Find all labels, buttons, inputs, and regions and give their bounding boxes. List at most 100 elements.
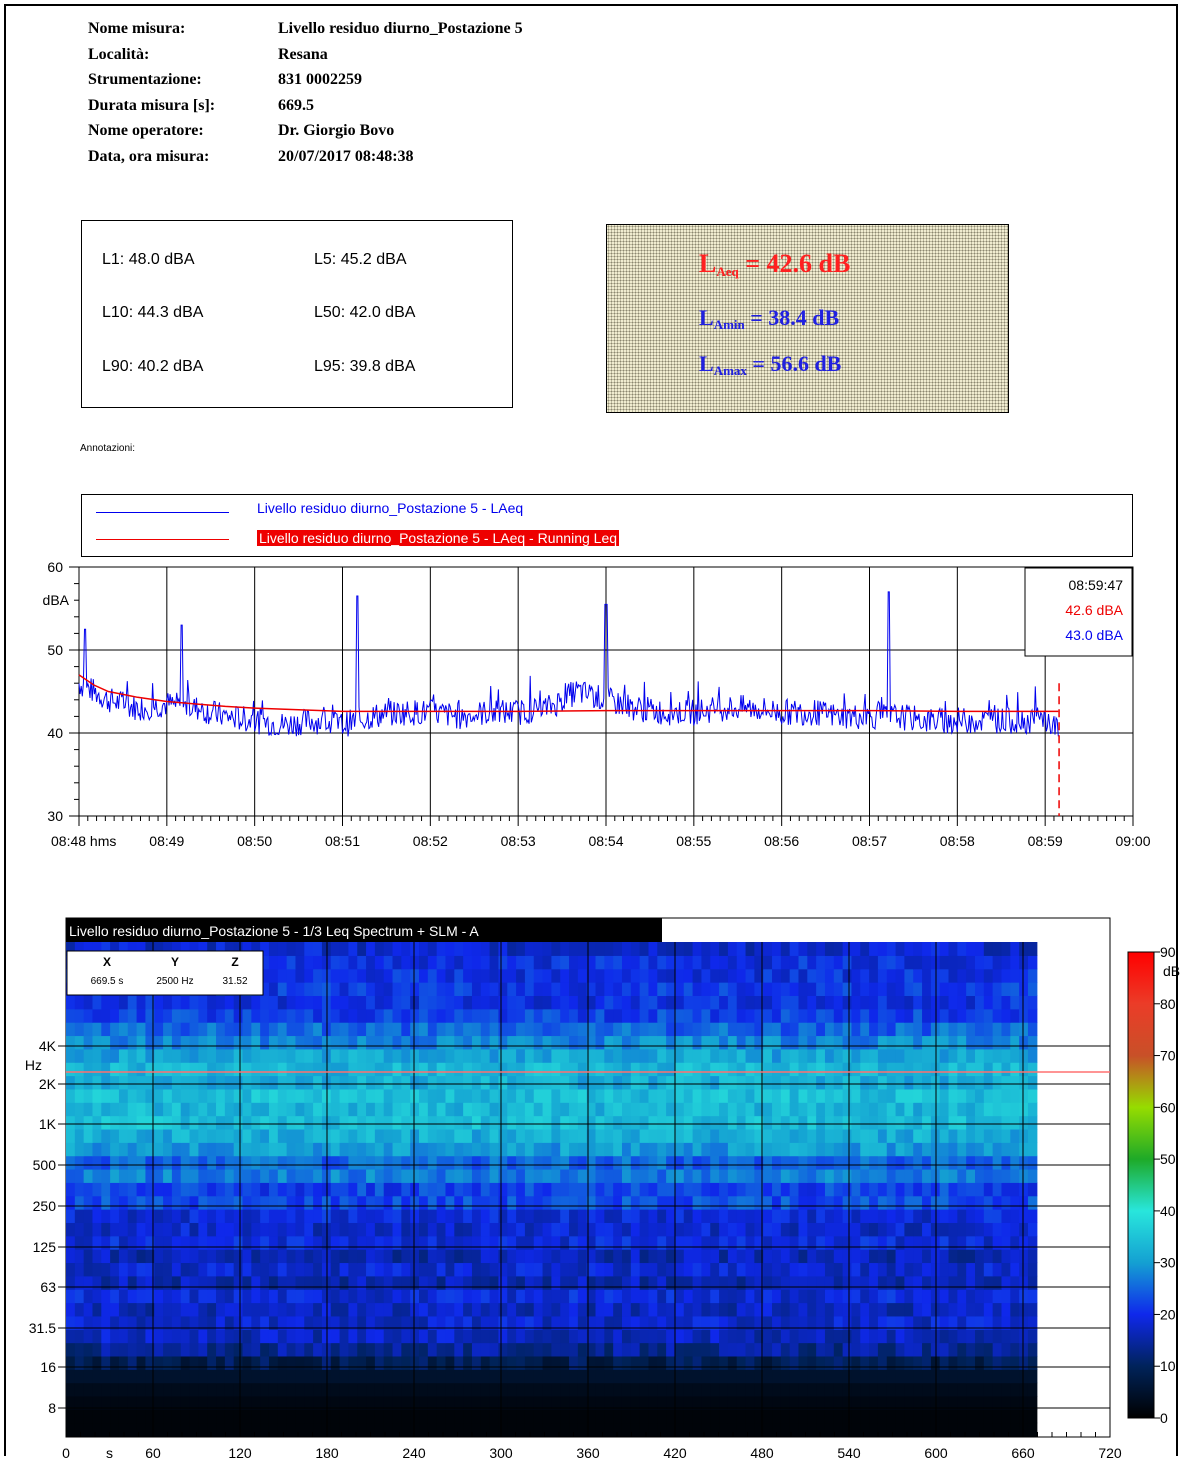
spectrogram-cell <box>419 1355 429 1370</box>
spectrogram-cell <box>613 955 623 970</box>
spectrogram-cell <box>983 1155 994 1170</box>
spectrogram-cell <box>630 1369 641 1384</box>
spectrogram-cell <box>516 1035 526 1050</box>
spectrogram-cell <box>1010 1142 1020 1157</box>
spectrogram-cell <box>560 942 570 956</box>
spectrogram-cell <box>957 1235 967 1250</box>
spectrogram-cell <box>763 1329 773 1344</box>
spectrogram-cell <box>66 1195 76 1210</box>
spectrogram-cell <box>383 1409 394 1424</box>
spectrogram-cell <box>807 1048 817 1063</box>
spectrogram-cell <box>701 1395 711 1410</box>
spectrogram-cell <box>577 1342 588 1357</box>
spectrogram-cell <box>92 942 102 956</box>
cursor-axis-value: 31.52 <box>222 976 247 987</box>
spectrogram-cell <box>701 1355 711 1370</box>
spectrogram-cell <box>824 1075 835 1090</box>
spectrogram-cell <box>1010 1035 1020 1050</box>
spectrogram-cell <box>983 1182 994 1197</box>
spectrogram-cell <box>948 1102 958 1117</box>
spectrogram-cell <box>127 1355 138 1370</box>
spectrogram-cell <box>745 1008 755 1023</box>
spectrogram-cell <box>613 1302 623 1317</box>
spectrogram-cell <box>101 1142 111 1157</box>
spectrogram-cell <box>498 1302 508 1317</box>
spectrogram-cell <box>772 1422 782 1437</box>
spectrogram-cell <box>277 1342 288 1357</box>
spectrogram-cell <box>489 1342 500 1357</box>
spectrogram-cell <box>524 1249 535 1264</box>
spectrogram-cell <box>604 1075 614 1090</box>
spectrogram-cell <box>198 1182 208 1197</box>
spectrogram-cell <box>189 1048 199 1063</box>
spectrogram-cell <box>595 1235 605 1250</box>
spectrogram-cell <box>1019 1195 1029 1210</box>
spectrogram-cell <box>639 1168 650 1183</box>
spectrogram-cell <box>639 1315 650 1330</box>
spectrogram-cell <box>789 1235 800 1250</box>
spectrogram-cell <box>701 1275 711 1290</box>
spectrogram-cell <box>957 1195 967 1210</box>
spectrogram-cell <box>74 1235 85 1250</box>
spectrogram-cell <box>171 942 182 956</box>
spectrogram-cell <box>895 1262 905 1277</box>
spectrogram-cell <box>780 995 791 1010</box>
spectrogram-cell <box>710 1195 720 1210</box>
spectrogram-cell <box>904 942 914 956</box>
spectrogram-cell <box>524 1235 535 1250</box>
spectrogram-cell <box>207 1115 217 1130</box>
spectrogram-cell <box>374 942 385 956</box>
spectrogram-cell <box>1001 955 1011 970</box>
spectrogram-cell <box>569 1195 579 1210</box>
spectrogram-cell <box>824 1342 835 1357</box>
spectrogram-cell <box>833 1088 844 1103</box>
spectrogram-cell <box>957 1302 967 1317</box>
spectrogram-cell <box>789 1168 800 1183</box>
spectrogram-cell <box>948 1008 958 1023</box>
spectrogram-cell <box>727 1275 738 1290</box>
spectrogram-cell <box>524 1142 535 1157</box>
spectrogram-cell <box>975 1235 985 1250</box>
spectrogram-cell <box>233 1035 244 1050</box>
spectrogram-cell <box>110 1355 120 1370</box>
spectrogram-cell <box>163 1022 173 1037</box>
spectrogram-cell <box>374 1209 385 1223</box>
spectrogram-cell <box>242 995 252 1010</box>
spectrogram-cell <box>604 1168 614 1183</box>
spectrogram-cell <box>463 1102 473 1117</box>
spectrogram-cell <box>763 1235 773 1250</box>
spectrogram-cell <box>251 1142 261 1157</box>
spectrogram-cell <box>621 995 632 1010</box>
spectrogram-cell <box>983 1102 994 1117</box>
spectrogram-cell <box>966 1395 976 1410</box>
spectrogram-cell <box>260 1075 270 1090</box>
spectrogram-cell <box>118 1195 129 1210</box>
spectrogram-cell <box>807 1035 817 1050</box>
spectrogram-cell <box>586 1342 597 1357</box>
spectrogram-cell <box>66 1262 76 1277</box>
spectrogram-cell <box>816 1008 826 1023</box>
spectrogram-cell <box>727 1062 738 1077</box>
spectrogram-cell <box>975 1142 985 1157</box>
spectrogram-cell <box>498 1209 508 1223</box>
spectrogram-cell <box>471 1142 482 1157</box>
meta-value: 831 0002259 <box>278 71 362 88</box>
spectrogram-cell <box>498 1022 508 1037</box>
spectrogram-cell <box>913 1128 923 1143</box>
spectrogram-cell <box>922 1182 932 1197</box>
spectrogram-cell <box>498 1048 508 1063</box>
spectrogram-cell <box>939 1302 950 1317</box>
spectrogram-cell <box>163 1369 173 1384</box>
spectrogram-cell <box>83 1342 94 1357</box>
spectrogram-cell <box>886 1422 897 1437</box>
spectrogram-cell <box>401 942 411 956</box>
spectrogram-cell <box>613 1395 623 1410</box>
spectrogram-cell <box>789 1342 800 1357</box>
spectrogram-cell <box>136 1035 147 1050</box>
spectrogram-cell <box>798 1382 808 1397</box>
spectrogram-cell <box>842 1088 853 1103</box>
spectrogram-cell <box>233 1022 244 1037</box>
spectrogram-cell <box>877 1128 888 1143</box>
spectrogram-cell <box>118 1155 129 1170</box>
spectrogram-cell <box>260 1409 270 1424</box>
